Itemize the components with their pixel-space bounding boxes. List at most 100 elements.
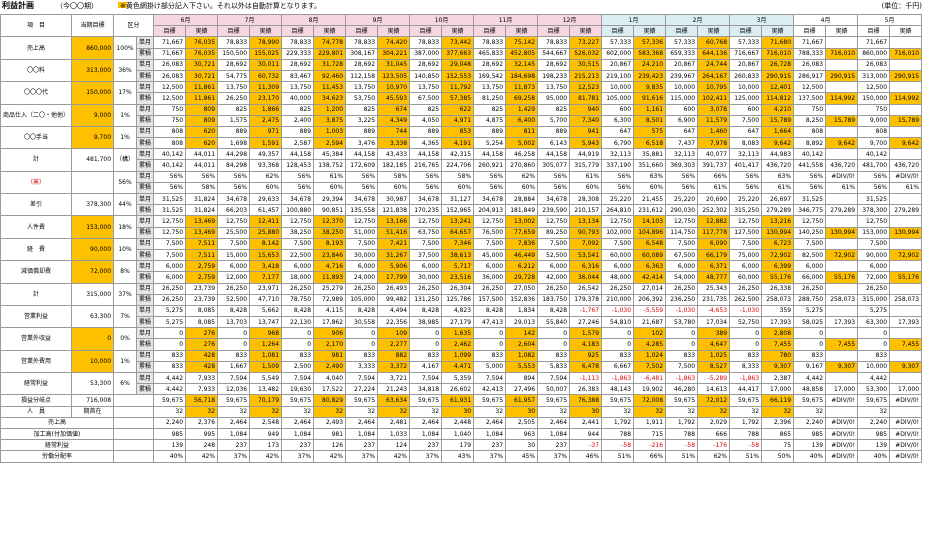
actual-cell[interactable]: 13,747 [249, 316, 283, 329]
actual-cell[interactable]: 51,416 [377, 226, 411, 239]
actual-cell[interactable]: 1,024 [633, 349, 667, 362]
actual-cell[interactable]: 11,579 [697, 114, 731, 127]
actual-cell[interactable]: 60,732 [249, 69, 283, 83]
actual-cell[interactable]: 248 [185, 439, 219, 452]
goal-cell[interactable]: 985 [153, 427, 187, 441]
actual-cell[interactable]: 138,752 [313, 159, 347, 172]
actual-cell[interactable]: 644,136 [697, 47, 731, 60]
goal-cell[interactable]: 28,692 [473, 58, 507, 71]
goal-cell[interactable]: 37% [409, 450, 443, 463]
actual-cell[interactable]: 31,045 [377, 58, 411, 71]
goal-cell[interactable]: 833 [665, 349, 699, 362]
actual-cell[interactable]: 351,660 [633, 159, 667, 172]
goal-cell[interactable]: 32 [537, 405, 571, 418]
goal-cell[interactable]: 32 [665, 405, 699, 418]
actual-cell[interactable]: 2,462 [441, 338, 475, 351]
actual-cell[interactable]: 22,356 [377, 316, 411, 329]
actual-cell[interactable]: 10,795 [697, 81, 731, 94]
goal-cell[interactable]: 26,250 [537, 282, 571, 295]
goal-cell[interactable]: 12,750 [345, 215, 379, 228]
goal-cell[interactable]: 0 [153, 338, 187, 351]
actual-cell[interactable]: 114,992 [825, 92, 859, 105]
actual-cell[interactable]: 29,013 [505, 316, 539, 329]
goal-cell[interactable]: 216,765 [409, 159, 443, 172]
goal-cell[interactable]: 600 [665, 103, 699, 116]
actual-cell[interactable]: 2,759 [185, 271, 219, 284]
actual-cell[interactable]: 906 [313, 327, 347, 340]
actual-cell[interactable]: 17,000 [825, 383, 859, 396]
actual-cell[interactable]: 716,010 [825, 47, 859, 60]
actual-cell[interactable]: 10,970 [377, 81, 411, 94]
goal-cell[interactable]: 47,413 [473, 316, 507, 329]
row-label[interactable]: 営業外収益 [0, 327, 73, 351]
actual-cell[interactable]: -1,113 [569, 371, 603, 385]
actual-cell[interactable]: #DIV/0! [889, 427, 923, 441]
target-cell[interactable]: 72,000 [71, 260, 115, 284]
goal-cell[interactable]: 750 [153, 114, 187, 127]
actual-cell[interactable]: 61,457 [249, 204, 283, 217]
header-actual[interactable]: 実績 [697, 25, 731, 38]
actual-cell[interactable]: 12,401 [761, 81, 795, 94]
header-month[interactable]: 10月 [409, 13, 475, 27]
actual-cell[interactable]: 126 [313, 439, 347, 452]
goal-cell[interactable]: 139 [857, 439, 891, 452]
goal-cell[interactable]: 0 [793, 327, 827, 340]
goal-cell[interactable]: 239,967 [665, 69, 699, 83]
ratio-cell[interactable]: 37% [113, 282, 138, 306]
goal-cell[interactable]: 7,500 [857, 237, 891, 250]
actual-cell[interactable]: 26,728 [761, 58, 795, 71]
goal-cell[interactable]: 56% [345, 170, 379, 183]
actual-cell[interactable]: -37 [569, 439, 603, 452]
header-goal[interactable]: 目標 [281, 25, 315, 38]
actual-cell[interactable]: 252,302 [697, 204, 731, 217]
actual-cell[interactable] [825, 371, 859, 385]
actual-cell[interactable]: 23,170 [249, 92, 283, 105]
actual-cell[interactable]: 4,115 [313, 304, 347, 318]
actual-cell[interactable]: 7,511 [185, 248, 219, 262]
goal-cell[interactable]: -1,030 [665, 304, 699, 318]
header-goal[interactable]: 目標 [793, 25, 827, 38]
row-type[interactable]: 単月 [136, 349, 155, 362]
goal-cell[interactable]: 32 [217, 405, 251, 418]
ratio-cell[interactable]: 100% [113, 36, 138, 60]
goal-cell[interactable]: 5,700 [537, 114, 571, 127]
goal-cell[interactable]: 12,750 [473, 215, 507, 228]
actual-cell[interactable]: 780 [761, 349, 795, 362]
row-type[interactable]: 累積 [136, 271, 155, 284]
actual-cell[interactable]: -176 [697, 439, 731, 452]
actual-cell[interactable]: #DIV/0! [889, 394, 923, 407]
goal-cell[interactable]: 32 [729, 405, 763, 418]
actual-cell[interactable]: 17,393 [761, 316, 795, 329]
actual-cell[interactable]: 17,000 [761, 383, 795, 396]
actual-cell[interactable] [825, 81, 859, 94]
goal-cell[interactable]: 44,158 [537, 148, 571, 161]
goal-cell[interactable]: 13,750 [537, 81, 571, 94]
row-type[interactable]: 単月 [136, 148, 155, 161]
goal-cell[interactable]: 5,833 [537, 360, 571, 374]
goal-cell[interactable]: 78,833 [473, 36, 507, 49]
goal-cell[interactable]: 308,167 [345, 47, 379, 60]
goal-cell[interactable]: 210,000 [601, 293, 635, 306]
goal-cell[interactable]: 198,233 [537, 69, 571, 83]
actual-cell[interactable]: 24,744 [697, 58, 731, 71]
actual-cell[interactable] [889, 36, 923, 49]
goal-cell[interactable]: 26,250 [665, 282, 699, 295]
goal-cell[interactable]: 48,143 [601, 383, 635, 396]
actual-cell[interactable]: 2,759 [185, 260, 219, 273]
goal-cell[interactable]: 72,000 [857, 271, 891, 284]
goal-cell[interactable]: -58 [729, 439, 763, 452]
actual-cell[interactable]: 12,523 [569, 81, 603, 94]
actual-cell[interactable]: 19,902 [633, 383, 667, 396]
goal-cell[interactable]: 12,500 [857, 81, 891, 94]
actual-cell[interactable]: 77,659 [505, 226, 539, 239]
goal-cell[interactable]: 40% [857, 450, 891, 463]
row-type[interactable]: 累積 [136, 47, 155, 60]
actual-cell[interactable]: 6,316 [569, 260, 603, 273]
goal-cell[interactable]: 7,594 [345, 371, 379, 385]
actual-cell[interactable]: 44,983 [761, 148, 795, 161]
goal-cell[interactable]: 76,500 [473, 226, 507, 239]
goal-cell[interactable]: 7,500 [153, 237, 187, 250]
actual-cell[interactable]: 2,481 [377, 416, 411, 429]
goal-cell[interactable]: 71,667 [153, 47, 187, 60]
row-label[interactable]: 加工高(付加価値) [0, 427, 115, 441]
